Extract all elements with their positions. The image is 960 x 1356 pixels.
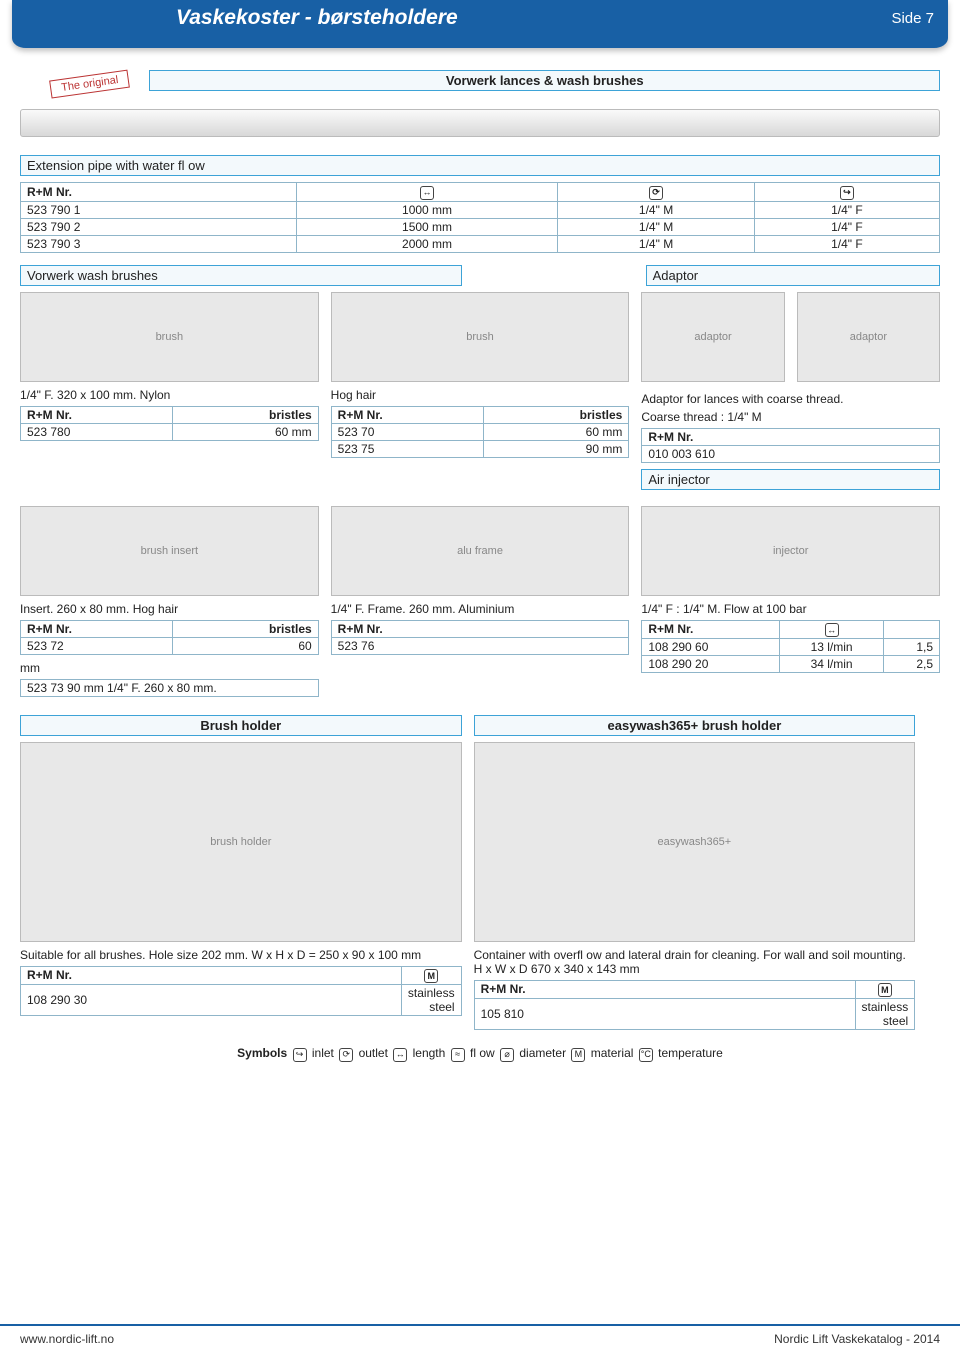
hoghair-table: R+M Nr.bristles 523 7060 mm 523 7590 mm (331, 406, 630, 458)
brush-holder-right: easywash365+ brush holder easywash365+ C… (474, 715, 916, 1037)
adaptor-table: R+M Nr. 010 003 610 (641, 428, 940, 463)
nylon-spec: 1/4" F. 320 x 100 mm. Nylon (20, 388, 319, 402)
insert-row2: 523 73 90 mm 1/4" F. 260 x 80 mm. (20, 679, 319, 697)
col-outlet-icon: ↪ (754, 183, 939, 202)
col-length-icon: ↔ (296, 183, 558, 202)
flow-icon: ≈ (451, 1048, 465, 1062)
frame-spec: 1/4" F. Frame. 260 mm. Aluminium (331, 602, 630, 616)
adaptor-image2: adaptor (797, 292, 940, 382)
air-injector-label: Air injector (641, 469, 940, 490)
holder-right-desc: Container with overfl ow and lateral dra… (474, 948, 916, 976)
table-row: 523 790 3 2000 mm 1/4" M 1/4" F (21, 235, 940, 252)
symbols-legend: Symbols ↪ inlet ⟳ outlet ↔ length ≈ fl o… (20, 1046, 940, 1062)
page-footer: www.nordic-lift.no Nordic Lift Vaskekata… (0, 1324, 960, 1356)
page-content: The original Vorwerk lances & wash brush… (0, 70, 960, 1062)
airinj-spec: 1/4" F : 1/4" M. Flow at 100 bar (641, 602, 940, 616)
holder-right-title: easywash365+ brush holder (474, 715, 916, 736)
adaptor-label: Adaptor (646, 265, 940, 286)
adaptor-block: adaptor adaptor Adaptor for lances with … (641, 292, 940, 496)
col-inlet-icon: ⟳ (558, 183, 754, 202)
adaptor-line2: Coarse thread : 1/4" M (641, 410, 940, 424)
hoghair-brush-image: brush (331, 292, 630, 382)
extension-pipe-caption: Extension pipe with water fl ow (20, 155, 940, 176)
outlet-icon: ⟳ (339, 1048, 353, 1062)
hoghair-spec: Hog hair (331, 388, 630, 402)
brush-holder-left: Brush holder brush holder Suitable for a… (20, 715, 462, 1037)
holder-right-table: R+M Nr.M 105 810stainless steel (474, 980, 916, 1031)
airinj-block: injector 1/4" F : 1/4" M. Flow at 100 ba… (641, 506, 940, 701)
adaptor-line1: Adaptor for lances with coarse thread. (641, 392, 940, 406)
page-header: Vaskekoster - børsteholdere Side 7 (12, 0, 948, 48)
catalog-page: Vaskekoster - børsteholdere Side 7 The o… (0, 0, 960, 1356)
insert-mm: mm (20, 661, 319, 675)
holder-left-table: R+M Nr.M 108 290 30stainless steel (20, 966, 462, 1017)
insert-table: R+M Nr.bristles 523 7260 (20, 620, 319, 655)
frame-image: alu frame (331, 506, 630, 596)
section1-title: Vorwerk lances & wash brushes (149, 70, 940, 91)
page-title: Vaskekoster - børsteholdere (176, 6, 458, 30)
holder-right-image: easywash365+ (474, 742, 916, 942)
table-row: 523 790 1 1000 mm 1/4" M 1/4" F (21, 201, 940, 218)
frame-table: R+M Nr. 523 76 (331, 620, 630, 655)
nylon-table: R+M Nr.bristles 523 78060 mm (20, 406, 319, 441)
diameter-icon: ⌀ (500, 1048, 514, 1062)
nylon-block: brush 1/4" F. 320 x 100 mm. Nylon R+M Nr… (20, 292, 319, 496)
insert-spec: Insert. 260 x 80 mm. Hog hair (20, 602, 319, 616)
insert-block: brush insert Insert. 260 x 80 mm. Hog ha… (20, 506, 319, 701)
temperature-icon: °C (639, 1048, 653, 1062)
nylon-brush-image: brush (20, 292, 319, 382)
material-icon: M (571, 1048, 585, 1062)
adaptor-image1: adaptor (641, 292, 784, 382)
footer-right: Nordic Lift Vaskekatalog - 2014 (774, 1332, 940, 1346)
inlet-icon: ↪ (293, 1048, 307, 1062)
col-rmnr: R+M Nr. (21, 183, 297, 202)
airinj-table: R+M Nr.↔ 108 290 6013 l/min1,5 108 290 2… (641, 620, 940, 674)
footer-url: www.nordic-lift.no (20, 1332, 114, 1346)
frame-block: alu frame 1/4" F. Frame. 260 mm. Alumini… (331, 506, 630, 701)
holder-left-image: brush holder (20, 742, 462, 942)
holder-left-title: Brush holder (20, 715, 462, 736)
airinj-image: injector (641, 506, 940, 596)
page-number: Side 7 (891, 10, 934, 27)
brushes-label: Vorwerk wash brushes (20, 265, 462, 286)
lance-image (20, 109, 940, 137)
original-badge: The original (49, 69, 130, 98)
table-row: 523 790 2 1500 mm 1/4" M 1/4" F (21, 218, 940, 235)
insert-image: brush insert (20, 506, 319, 596)
holder-left-desc: Suitable for all brushes. Hole size 202 … (20, 948, 462, 962)
length-icon: ↔ (393, 1048, 407, 1062)
extension-pipe-table: R+M Nr. ↔ ⟳ ↪ 523 790 1 1000 mm 1/4" M 1… (20, 182, 940, 253)
hoghair-block: brush Hog hair R+M Nr.bristles 523 7060 … (331, 292, 630, 496)
